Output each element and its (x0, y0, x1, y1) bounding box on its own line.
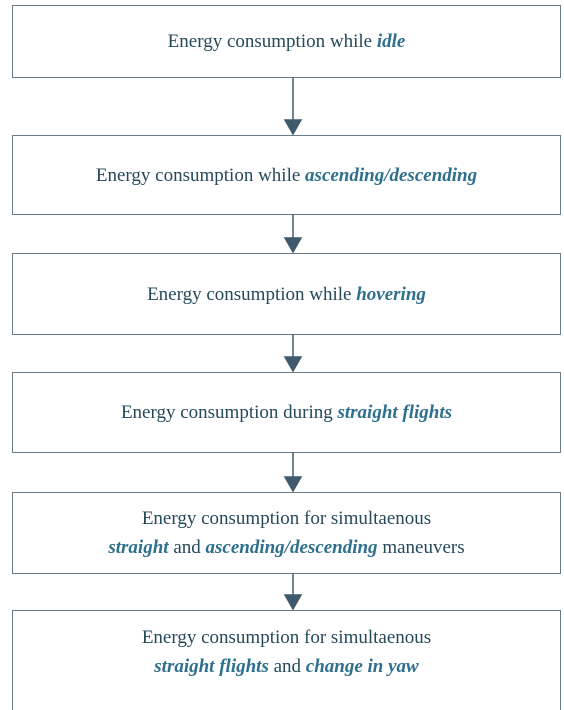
node-box: Energy consumption while hovering (12, 253, 561, 335)
label-text: Energy consumption during (120, 402, 338, 423)
emphasis-text: ascending/descending (305, 164, 478, 186)
emphasis-text: ascending/descending (205, 537, 378, 558)
node-label-line: straight and ascending/descending maneuv… (108, 533, 464, 562)
label-text: Energy consumption while (95, 164, 306, 186)
arrow-head (283, 237, 303, 254)
label-text: maneuvers (377, 537, 465, 558)
label-text: and (168, 537, 206, 558)
arrow-head (283, 594, 303, 611)
node-box: Energy consumption while idle (12, 5, 561, 78)
emphasis-text: idle (376, 31, 406, 52)
node-label-line: Energy consumption during straight fligh… (121, 398, 452, 427)
emphasis-text: straight (108, 537, 169, 558)
label-text: Energy consumption for simultaenous (141, 508, 432, 529)
label-text: Energy consumption while (167, 31, 377, 52)
node-label-line: Energy consumption while idle (168, 27, 406, 56)
arrow-head (283, 476, 303, 493)
label-text: Energy consumption while (147, 283, 357, 305)
node-label-line: straight flights and change in yaw (154, 652, 418, 681)
arrow-head (283, 119, 303, 136)
emphasis-text: hovering (356, 283, 426, 305)
node-label-line: Energy consumption for simultaenous (142, 623, 431, 652)
node-label-line: Energy consumption while hovering (147, 280, 426, 309)
emphasis-text: straight flights (337, 402, 453, 423)
node-label-line: Energy consumption while ascending/desce… (96, 161, 477, 190)
emphasis-text: straight flights (154, 656, 269, 677)
node-box: Energy consumption for simultaenous strai… (12, 610, 561, 710)
label-text: Energy consumption for simultaenous (141, 627, 432, 648)
node-label-line: Energy consumption for simultaenous (142, 504, 431, 533)
node-box: Energy consumption during straight fligh… (12, 372, 561, 453)
emphasis-text: change in yaw (305, 656, 419, 677)
node-box: Energy consumption while ascending/desce… (12, 135, 561, 215)
arrow-head (283, 356, 303, 373)
node-box: Energy consumption for simultaenous strai… (12, 492, 561, 574)
label-text: and (268, 656, 306, 677)
